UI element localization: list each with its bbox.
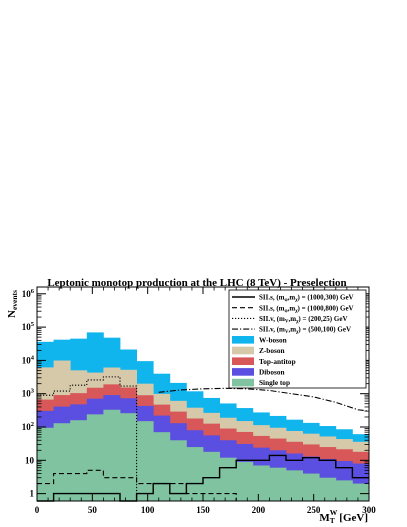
stack-bar [86,414,104,501]
stack-bar [335,480,353,501]
x-tick-label: 100 [141,505,155,515]
signal-curve-2 [37,469,369,502]
y-tick-label: 104 [22,354,35,365]
stack-bar [203,451,220,501]
legend-fill-label: Single top [259,378,290,387]
stack-bar [169,440,187,501]
x-tick-label: 0 [35,505,40,515]
legend-fill-label: Diboson [259,368,285,377]
legend-fill-label: Z-boson [259,346,285,355]
y-axis-label-main: N [6,310,18,318]
signal-curve-4 [158,387,370,412]
legend-fill-swatch [232,346,254,355]
x-axis-label-sub: T [330,516,335,525]
y-tick-label: 106 [22,288,35,299]
stack-bar [252,465,270,501]
stack-bar [352,483,370,501]
legend-line-label: SII.v, (mV,mχ) = (200,25) GeV [259,315,348,325]
stack-bar [269,467,287,501]
stack-bar [136,421,154,501]
legend-fill-swatch [232,357,254,365]
legend-line-label: SII.v, (mV,mχ) = (500,100) GeV [259,326,351,336]
stack-bar [219,457,237,501]
x-tick-label: 300 [362,505,376,515]
y-tick-label: 103 [22,388,35,399]
stack-bar [37,427,54,501]
stack-bar [186,447,204,501]
stack-bar [153,432,171,501]
legend-fill-swatch [232,378,254,387]
chart-title: Leptonic monotop production at the LHC (… [47,277,346,289]
y-tick-label: 1 [30,489,35,499]
x-tick-label: 50 [88,505,98,515]
stack-bar [120,413,137,501]
stack-bar [70,420,88,501]
signal-curve-1 [37,454,369,502]
x-tick-label: 150 [196,505,210,515]
x-tick-label: 250 [307,505,321,515]
y-axis-label-sub: events [10,290,19,310]
legend-fill-label: Top-antitop [259,357,296,366]
stack-bar [53,423,71,501]
y-axis-label: Nevents [6,290,19,318]
stack-bar [286,470,303,501]
legend-line-label: SII.s, (mφ,mχ) = (1000,800) GeV [259,304,354,314]
x-axis-label-unit: [GeV] [339,512,368,524]
x-axis-label-main: M [319,512,330,524]
x-axis-label-sup: W [330,508,338,517]
stack-bar [236,461,254,501]
y-tick-label: 102 [22,421,34,432]
stack-bar [319,477,337,501]
y-tick-label: 105 [22,321,35,332]
stack-bar [302,473,320,501]
y-tick-label: 10 [25,455,35,465]
background-stack [37,332,370,501]
x-tick-label: 200 [252,505,266,515]
legend-fill-label: W-boson [259,335,287,344]
legend-fill-swatch [232,368,254,376]
x-axis-label: MTW [GeV] [319,508,368,525]
legend-fill-swatch [232,336,254,344]
legend-line-label: SII.s, (mφ,mχ) = (1000,300) GeV [259,294,354,304]
stack-bar [103,409,121,501]
